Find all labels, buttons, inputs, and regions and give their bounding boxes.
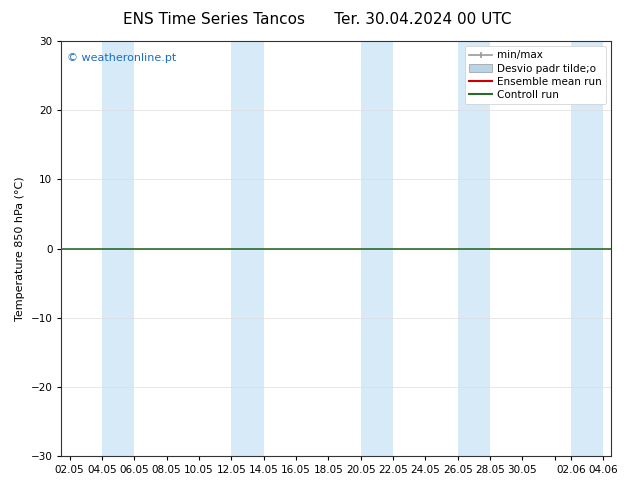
Bar bbox=[231, 41, 264, 456]
Bar bbox=[102, 41, 134, 456]
Text: ENS Time Series Tancos      Ter. 30.04.2024 00 UTC: ENS Time Series Tancos Ter. 30.04.2024 0… bbox=[123, 12, 511, 27]
Bar bbox=[571, 41, 604, 456]
Bar bbox=[458, 41, 490, 456]
Y-axis label: Temperature 850 hPa (°C): Temperature 850 hPa (°C) bbox=[15, 176, 25, 321]
Legend: min/max, Desvio padr tilde;o, Ensemble mean run, Controll run: min/max, Desvio padr tilde;o, Ensemble m… bbox=[465, 46, 606, 104]
Text: © weatheronline.pt: © weatheronline.pt bbox=[67, 53, 176, 64]
Bar bbox=[361, 41, 393, 456]
